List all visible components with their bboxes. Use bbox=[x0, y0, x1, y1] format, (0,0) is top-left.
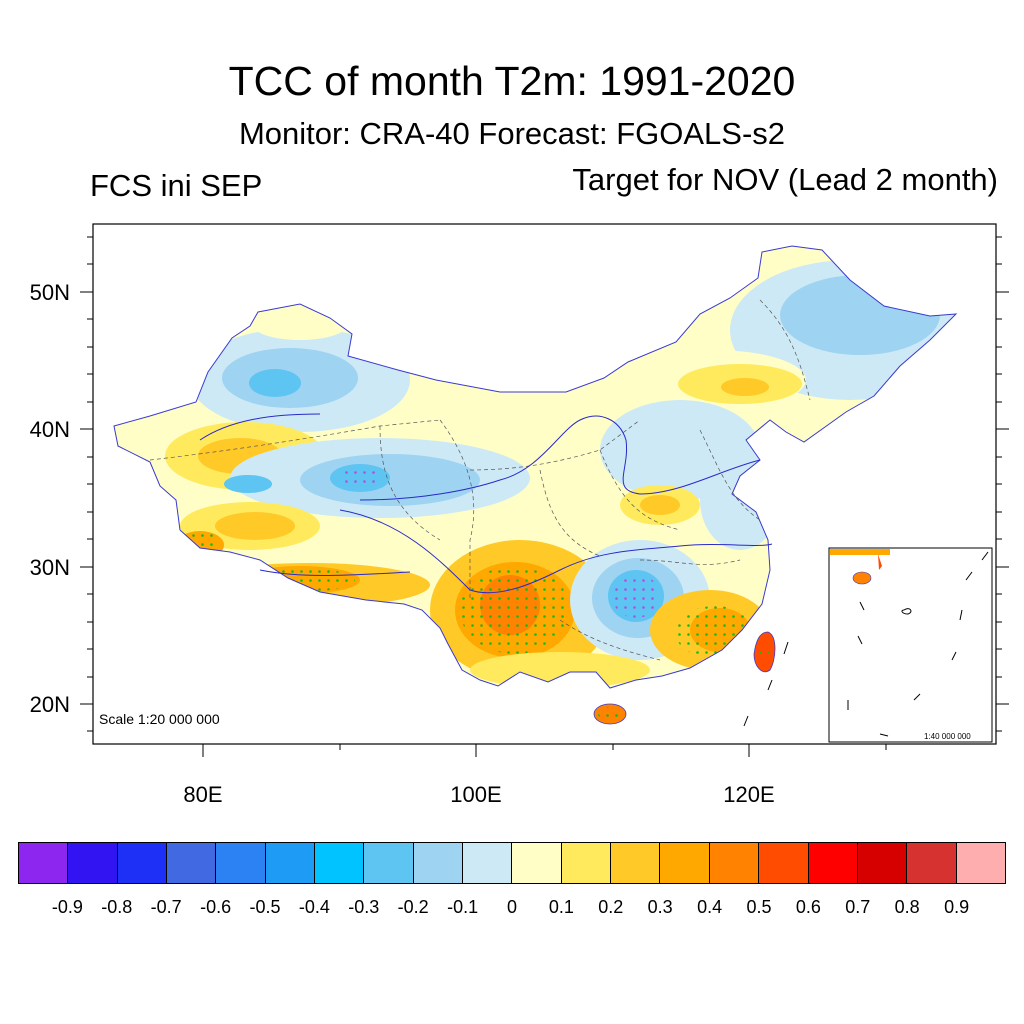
province-boundaries bbox=[149, 299, 811, 661]
colorbar-box bbox=[413, 843, 464, 883]
colorbar-tick-label: 0 bbox=[506, 897, 517, 917]
colorbar-tick-label: -0.6 bbox=[200, 897, 232, 917]
inset-scale-label: 1:40 000 000 bbox=[924, 732, 971, 741]
latitude-ticks bbox=[80, 236, 1009, 732]
colorbar-box bbox=[117, 843, 168, 883]
x-tick-label: 120E bbox=[723, 782, 775, 807]
colorbar bbox=[18, 842, 1006, 884]
colorbar-tick-label: 0.8 bbox=[894, 897, 920, 917]
x-tick-label: 80E bbox=[183, 782, 223, 807]
longitude-ticks bbox=[202, 744, 887, 757]
colorbar-tick-label: -0.1 bbox=[447, 897, 479, 917]
colorbar-box bbox=[907, 843, 957, 883]
colorbar-tick-label: 0.6 bbox=[795, 897, 821, 917]
y-tick-label: 30N bbox=[29, 555, 70, 580]
colorbar-box bbox=[808, 843, 858, 883]
colorbar-tick-label: -0.9 bbox=[51, 897, 83, 917]
colorbar-tick-label: -0.3 bbox=[348, 897, 380, 917]
colorbar-tick-label: 0.1 bbox=[548, 897, 574, 917]
colorbar-box bbox=[660, 843, 710, 883]
colorbar-tick-label: -0.4 bbox=[298, 897, 330, 917]
colorbar-box bbox=[561, 843, 612, 883]
colorbar-box bbox=[68, 843, 118, 883]
colorbar-tick-label: -0.5 bbox=[249, 897, 281, 917]
colorbar-tick-label: -0.8 bbox=[101, 897, 133, 917]
y-tick-label: 40N bbox=[29, 417, 70, 442]
initialization-label: FCS ini SEP bbox=[90, 168, 263, 203]
map-scale-label: Scale 1:20 000 000 bbox=[99, 711, 220, 727]
colorbar-box bbox=[512, 843, 562, 883]
target-label: Target for NOV (Lead 2 month) bbox=[572, 162, 998, 197]
dash-lines bbox=[743, 641, 789, 727]
south-china-sea-inset bbox=[828, 547, 993, 743]
y-tick-label: 50N bbox=[29, 280, 70, 305]
colorbar-box bbox=[463, 843, 513, 883]
y-tick-label: 20N bbox=[29, 692, 70, 717]
colorbar-box bbox=[167, 843, 217, 883]
colorbar-box bbox=[265, 843, 316, 883]
colorbar-tick-label: 0.9 bbox=[944, 897, 970, 917]
major-rivers bbox=[199, 413, 773, 594]
colorbar-tick-label: -0.2 bbox=[397, 897, 429, 917]
colorbar-box bbox=[315, 843, 365, 883]
colorbar-box bbox=[759, 843, 809, 883]
chart-subtitle: Monitor: CRA-40 Forecast: FGOALS-s2 bbox=[238, 116, 786, 151]
colorbar-box bbox=[19, 843, 69, 883]
colorbar-box bbox=[611, 843, 661, 883]
colorbar-box bbox=[857, 843, 908, 883]
colorbar-box bbox=[216, 843, 266, 883]
colorbar-tick-label: 0.7 bbox=[845, 897, 871, 917]
colorbar-box bbox=[364, 843, 414, 883]
colorbar-box bbox=[709, 843, 760, 883]
colorbar-tick-label: 0.2 bbox=[598, 897, 624, 917]
x-tick-label: 100E bbox=[450, 782, 502, 807]
colorbar-box bbox=[956, 843, 1005, 883]
chart-title: TCC of month T2m: 1991-2020 bbox=[228, 58, 796, 104]
colorbar-tick-label: 0.3 bbox=[647, 897, 673, 917]
colorbar-tick-label: -0.7 bbox=[150, 897, 182, 917]
colorbar-tick-label: 0.5 bbox=[746, 897, 772, 917]
colorbar-tick-label: 0.4 bbox=[697, 897, 723, 917]
